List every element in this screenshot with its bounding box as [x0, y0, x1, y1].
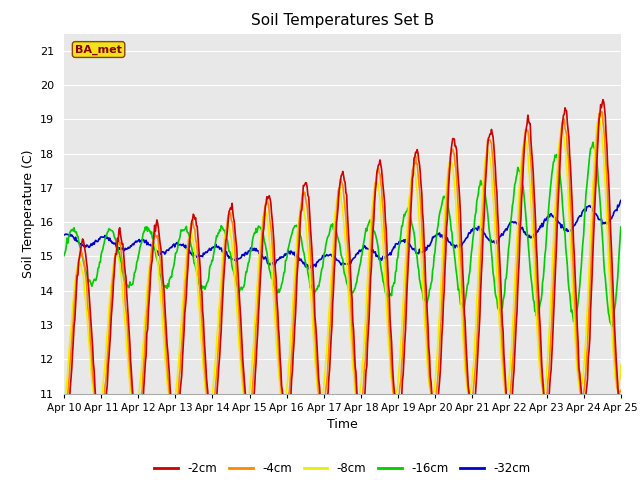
- Title: Soil Temperatures Set B: Soil Temperatures Set B: [251, 13, 434, 28]
- Y-axis label: Soil Temperature (C): Soil Temperature (C): [22, 149, 35, 278]
- X-axis label: Time: Time: [327, 418, 358, 431]
- Legend: -2cm, -4cm, -8cm, -16cm, -32cm: -2cm, -4cm, -8cm, -16cm, -32cm: [150, 457, 535, 480]
- Text: BA_met: BA_met: [75, 44, 122, 55]
